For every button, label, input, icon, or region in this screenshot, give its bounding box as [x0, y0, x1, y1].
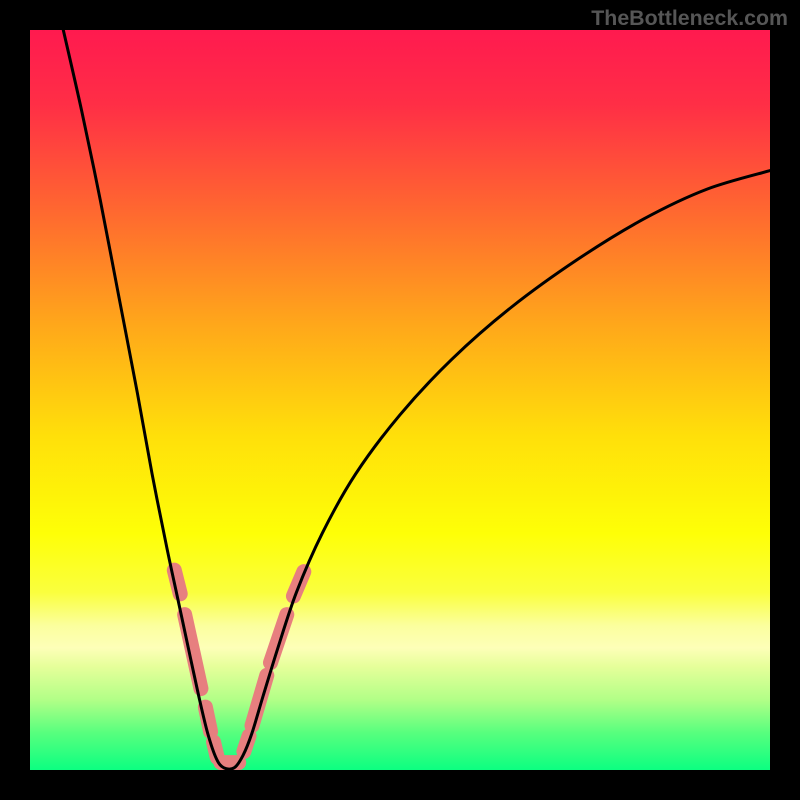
- watermark-text: TheBottleneck.com: [591, 6, 788, 31]
- plot-area: [30, 30, 770, 770]
- chart-svg: [30, 30, 770, 770]
- gradient-background: [30, 30, 770, 770]
- outer-frame: TheBottleneck.com: [0, 0, 800, 800]
